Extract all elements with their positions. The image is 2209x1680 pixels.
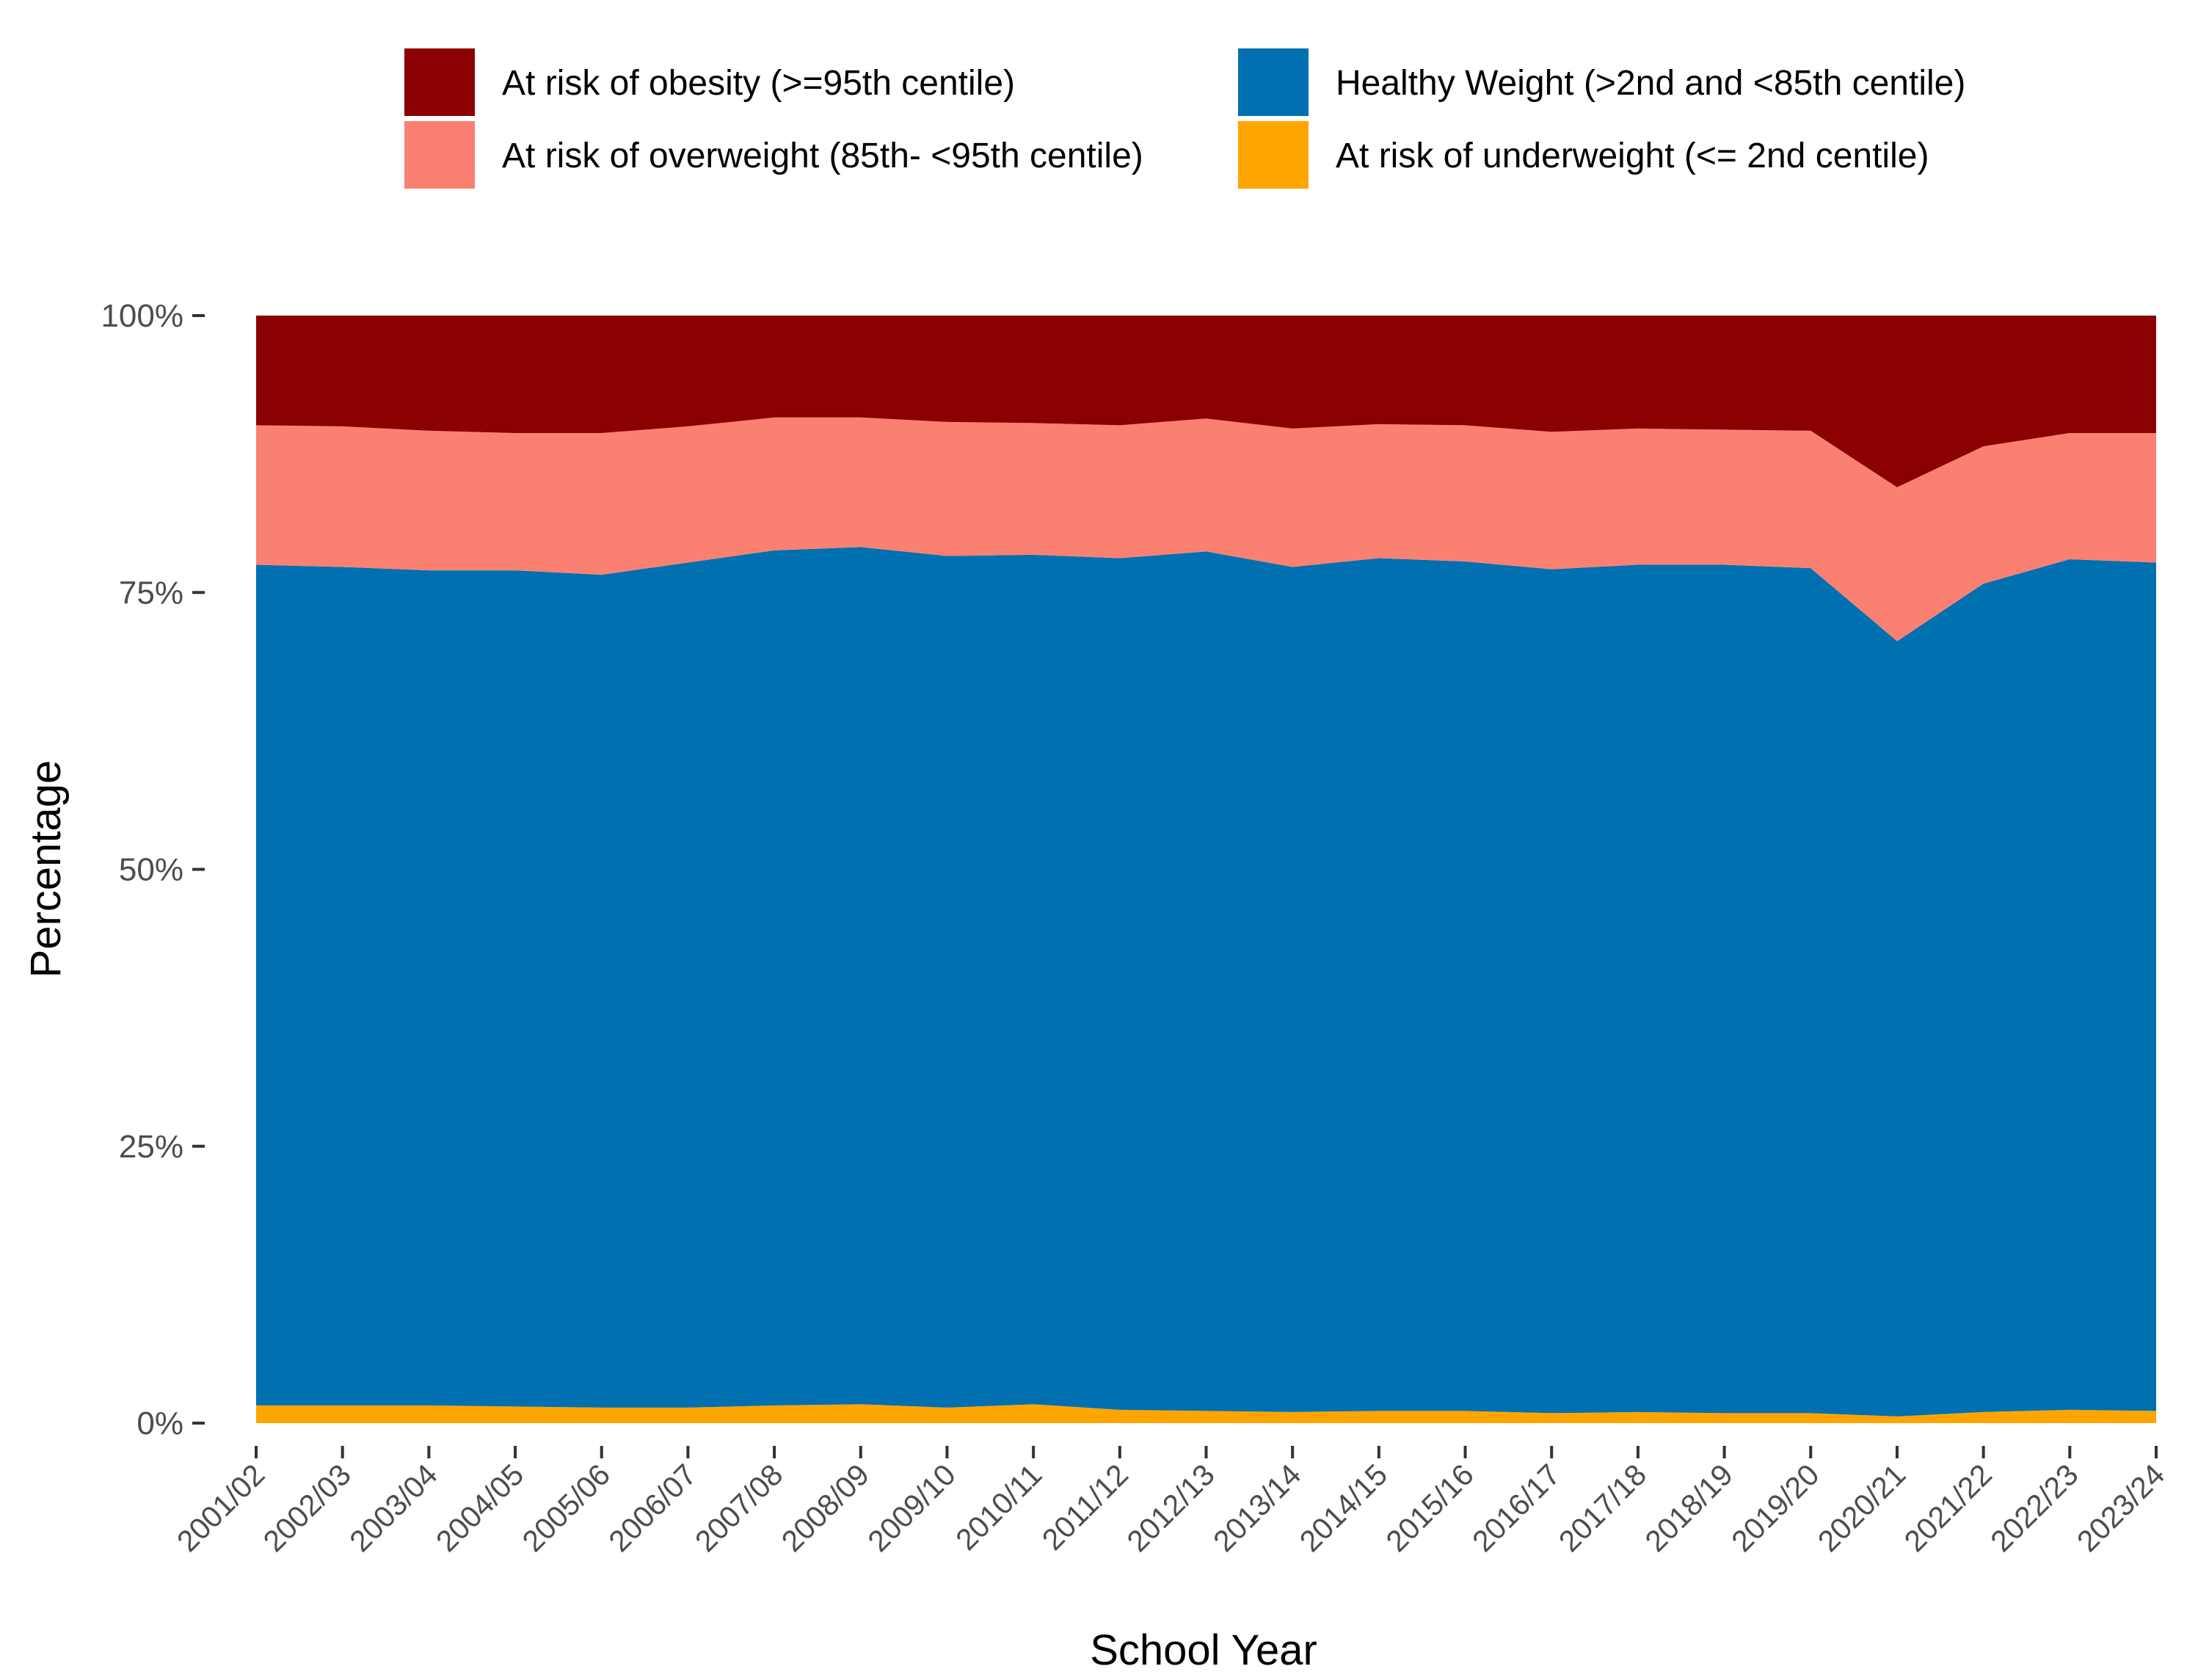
legend-label: Healthy Weight (>2nd and <85th centile) [1336,64,1965,103]
legend-item-at-risk-of-underweight-2nd-centile: At risk of underweight (<= 2nd centile) [1238,121,1929,189]
y-tick-label: 75% [119,575,183,611]
legend-item-healthy-weight-2nd-and-85th-centile: Healthy Weight (>2nd and <85th centile) [1238,48,1965,116]
legend-label: At risk of overweight (85th- <95th centi… [502,137,1143,175]
x-tick-label: 2023/24 [2070,1458,2171,1558]
x-tick-label: 2020/21 [1811,1458,1912,1558]
legend: At risk of obesity (>=95th centile) Healt… [404,48,1965,189]
y-tick-label: 0% [137,1406,183,1441]
area-at-risk-of-overweight-85th-95th-centile [256,417,2156,641]
x-tick-label: 2016/17 [1466,1458,1566,1558]
x-tick-label: 2021/22 [1898,1458,1998,1558]
y-tick-label: 50% [119,852,183,888]
x-tick-label: 2004/05 [429,1458,530,1558]
area-layers [256,316,2156,1423]
x-tick-label: 2022/23 [1984,1458,2084,1558]
x-tick-label: 2017/18 [1552,1458,1653,1558]
y-tick-label: 100% [101,298,183,334]
y-tick-label: 25% [119,1129,183,1165]
x-tick-label: 2006/07 [602,1458,702,1558]
x-tick-label: 2003/04 [343,1458,443,1558]
area-at-risk-of-obesity-95th-centile [256,316,2156,487]
legend-item-at-risk-of-obesity-95th-centile: At risk of obesity (>=95th centile) [404,48,1015,116]
x-tick-label: 2014/15 [1293,1458,1394,1558]
x-tick-label: 2009/10 [861,1458,961,1558]
x-axis-title: School Year [1090,1626,1317,1674]
legend-swatch [404,48,475,116]
x-tick-label: 2011/12 [1036,1458,1135,1557]
x-tick-label: 2005/06 [516,1458,616,1558]
x-axis: 2001/022002/032003/042004/052005/062006/… [170,1446,2171,1558]
x-tick-label: 2015/16 [1380,1458,1480,1558]
legend-label: At risk of obesity (>=95th centile) [502,64,1015,103]
x-tick-label: 2001/02 [170,1458,271,1558]
legend-item-at-risk-of-overweight-85th-95th-centile: At risk of overweight (85th- <95th centi… [404,121,1143,189]
x-tick-label: 2013/14 [1207,1458,1307,1558]
legend-swatch [1238,48,1309,116]
x-tick-label: 2002/03 [257,1458,357,1558]
y-axis: 0% 25% 50% 75% 100% [101,298,205,1441]
y-axis-title: Percentage [22,760,70,978]
x-tick-label: 2008/09 [775,1458,876,1558]
legend-swatch [404,121,475,189]
area-healthy-weight-2nd-and-85th-centile [256,547,2156,1417]
legend-swatch [1238,121,1309,189]
legend-label: At risk of underweight (<= 2nd centile) [1336,137,1929,175]
x-tick-label: 2012/13 [1121,1458,1221,1558]
area-at-risk-of-underweight-2nd-centile [256,1404,2156,1423]
x-tick-label: 2010/11 [949,1458,1048,1557]
x-tick-label: 2019/20 [1725,1458,1825,1558]
x-tick-label: 2007/08 [688,1458,789,1558]
x-tick-label: 2018/19 [1639,1458,1739,1558]
